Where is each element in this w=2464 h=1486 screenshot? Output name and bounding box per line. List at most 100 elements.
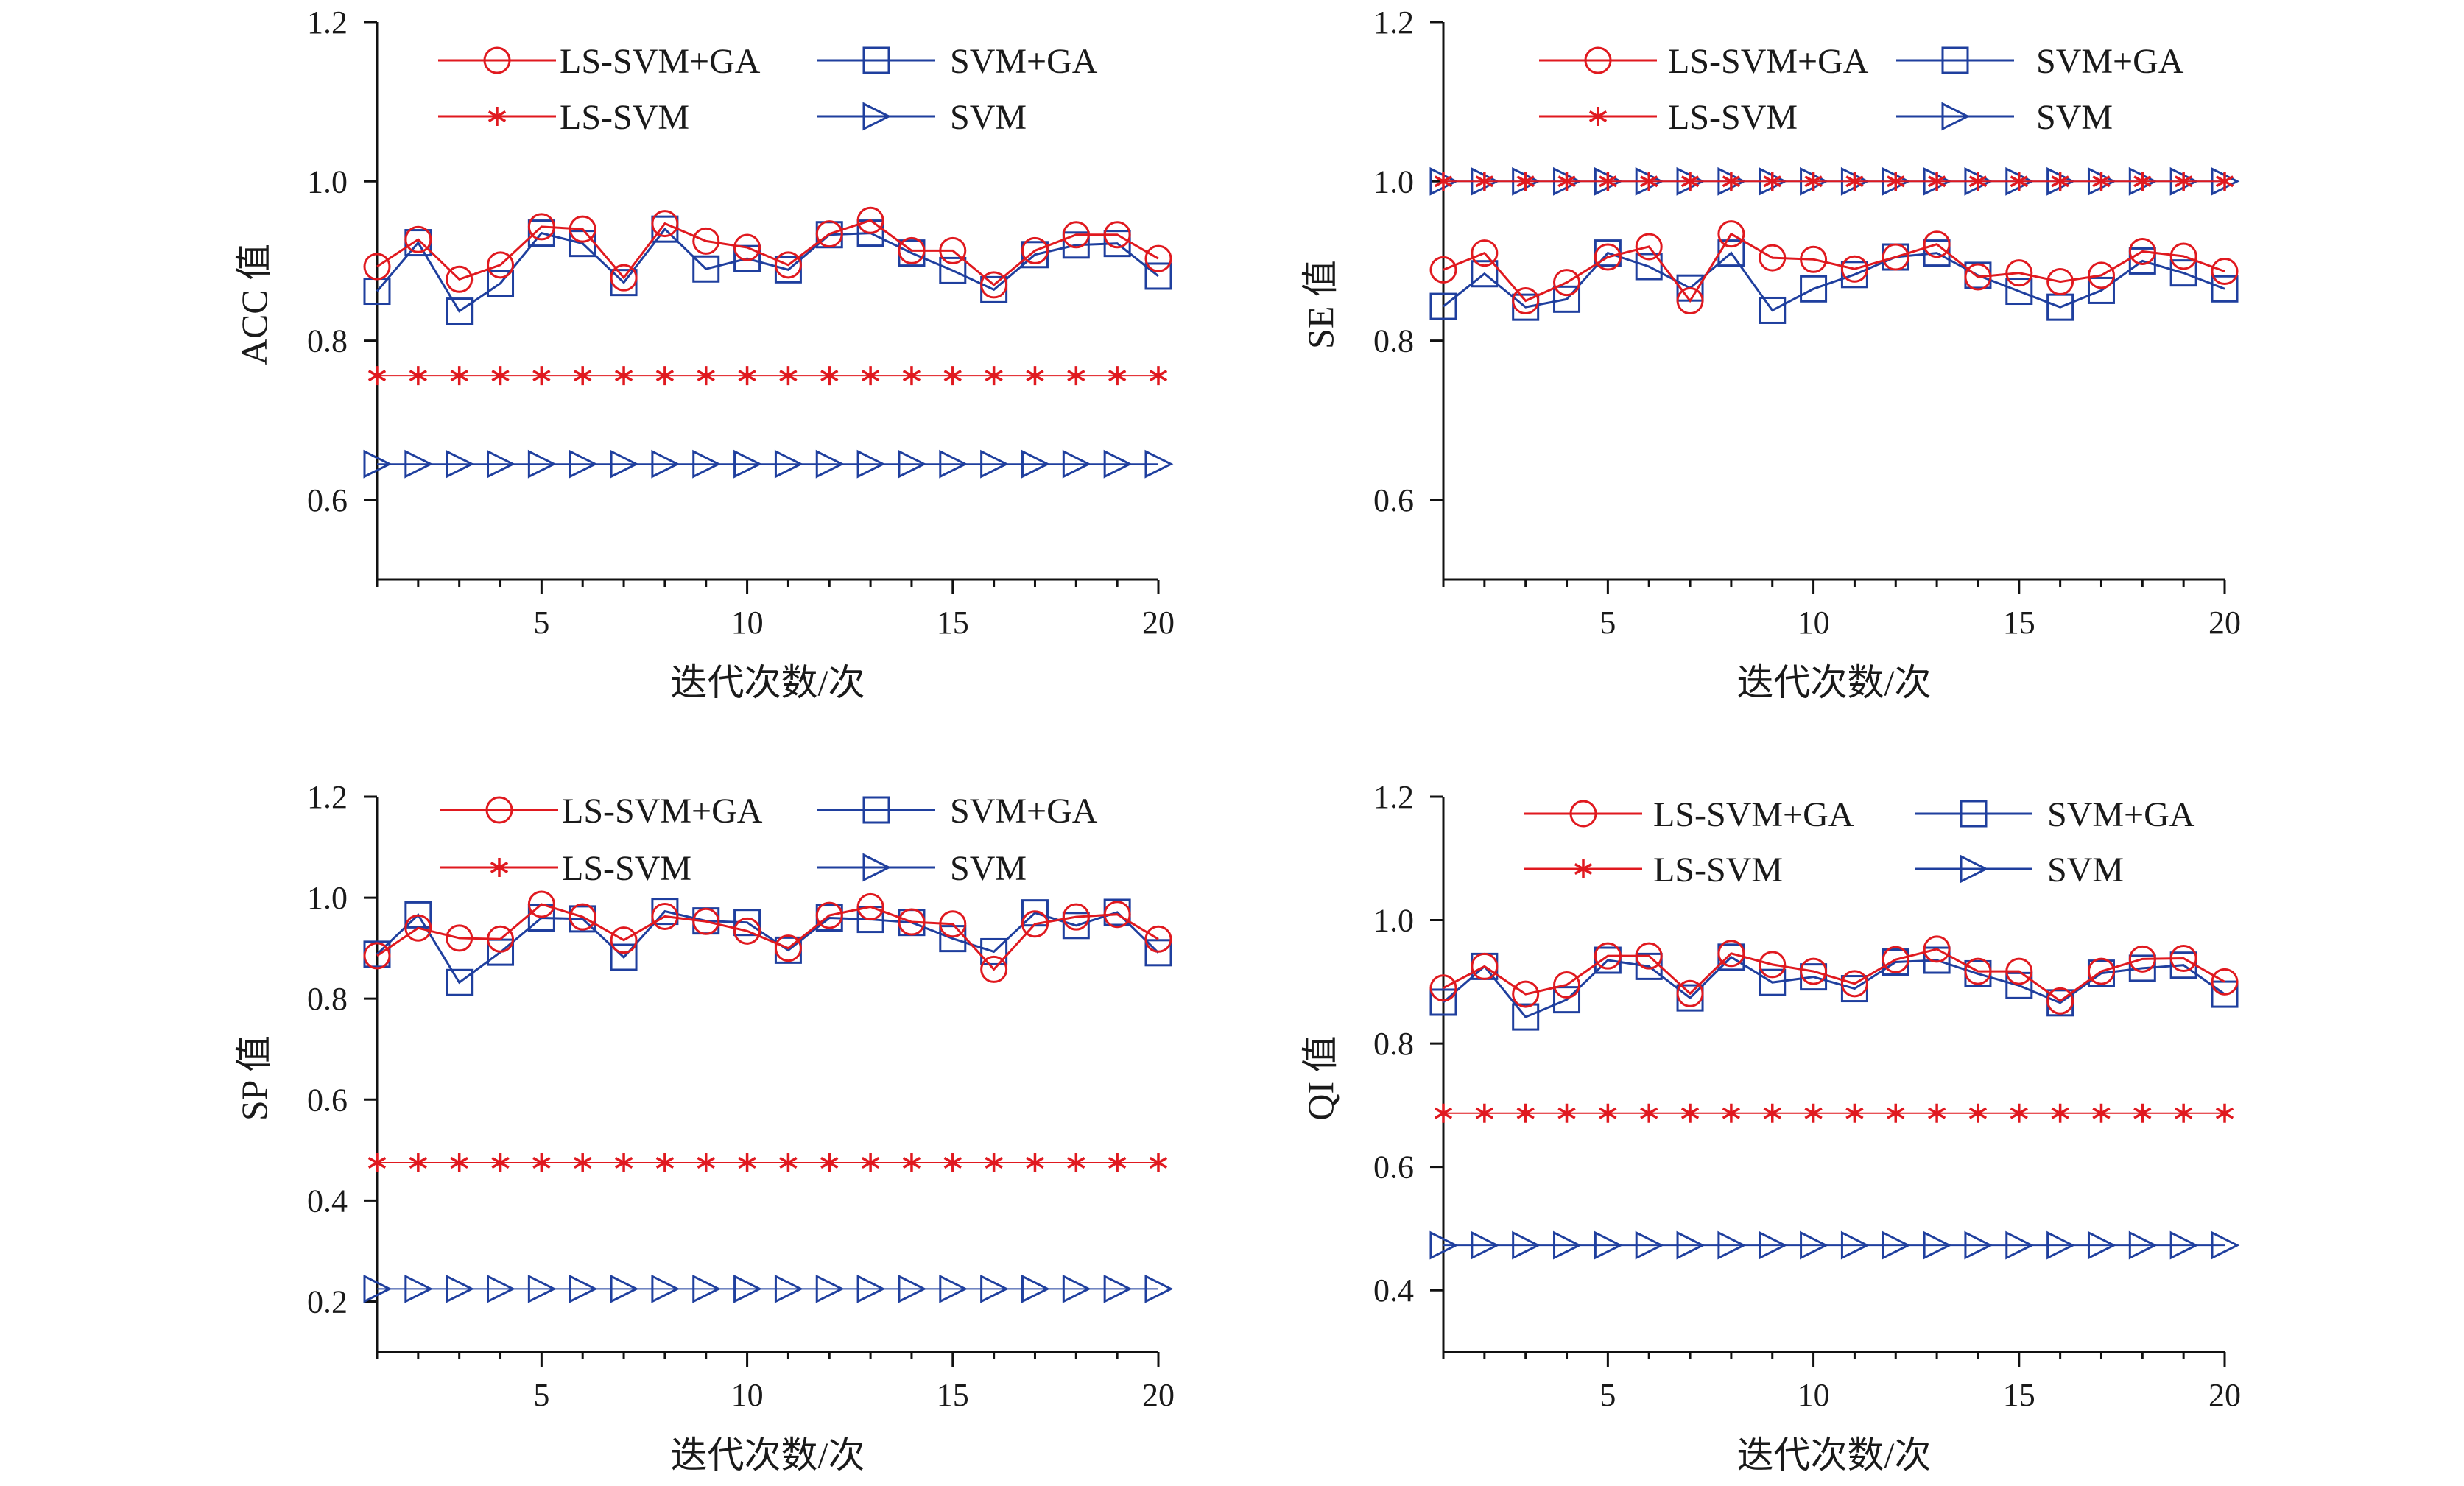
data-point <box>738 1152 756 1172</box>
data-point <box>2087 957 2115 985</box>
data-point <box>450 366 468 386</box>
data-point <box>1635 253 1663 281</box>
y-axis-title: ACC 值 <box>233 244 275 365</box>
data-point <box>939 236 967 264</box>
data-point <box>1800 963 1828 991</box>
x-tick-label: 10 <box>1798 605 1830 641</box>
data-point <box>1144 939 1172 967</box>
series-line <box>1443 955 2225 1018</box>
legend-marker <box>485 796 513 824</box>
legend-label: LS-SVM+GA <box>560 42 761 81</box>
data-point <box>446 265 474 293</box>
series-line <box>1443 251 2225 312</box>
data-point <box>2005 259 2033 287</box>
data-point <box>1471 952 1499 980</box>
data-point <box>2051 172 2069 191</box>
data-point <box>1887 1103 1905 1123</box>
data-point <box>1512 980 1540 1008</box>
data-point <box>487 925 515 953</box>
data-point <box>1026 1152 1044 1172</box>
data-point <box>1676 979 1704 1007</box>
x-tick-label: 10 <box>731 1377 764 1413</box>
data-point <box>614 1152 633 1172</box>
data-point <box>1553 971 1581 999</box>
data-point <box>2169 944 2197 972</box>
x-axis-title: 迭代次数/次 <box>671 1434 865 1476</box>
data-point <box>367 1152 387 1172</box>
data-point <box>1021 1274 1050 1303</box>
legend: LS-SVM+GA SVM+GA LS-SVM SVM <box>438 42 1098 137</box>
data-point <box>1804 172 1823 191</box>
data-point <box>2046 268 2074 296</box>
data-point <box>898 236 926 264</box>
data-point <box>2211 257 2239 285</box>
legend-marker <box>1960 854 1989 884</box>
data-point <box>815 1274 845 1303</box>
x-tick-label: 10 <box>731 605 764 641</box>
legend-label: SVM+GA <box>2047 795 2195 834</box>
data-point <box>1144 262 1172 290</box>
data-point <box>1553 986 1581 1014</box>
data-point <box>2051 1103 2069 1123</box>
data-point <box>2010 1103 2028 1123</box>
y-tick-label: 1.0 <box>1373 903 1414 939</box>
data-point <box>569 1274 598 1303</box>
data-point <box>774 934 802 962</box>
legend-item: LS-SVM+GA <box>438 42 761 81</box>
data-point <box>1640 1103 1658 1123</box>
data-point <box>2128 945 2156 973</box>
data-point <box>856 449 886 479</box>
data-point <box>1062 449 1091 479</box>
data-point <box>2211 968 2239 996</box>
data-point <box>980 955 1008 983</box>
data-point <box>1717 220 1745 248</box>
y-tick-label: 1.2 <box>1373 779 1414 815</box>
y-axis-title: QI 值 <box>1300 1035 1341 1120</box>
data-point <box>651 902 679 930</box>
data-point <box>1759 244 1787 272</box>
data-point <box>939 910 967 938</box>
data-point <box>610 943 638 971</box>
data-point <box>939 256 967 284</box>
x-tick-label: 5 <box>533 605 549 641</box>
series-svm-ga <box>363 898 1172 996</box>
data-point <box>651 210 679 238</box>
data-point <box>1557 172 1576 191</box>
legend-label: SVM <box>2047 851 2124 890</box>
data-point <box>1429 974 1457 1002</box>
chart-panel-2: 0.6 0.8 1.0 1.2 5 10 15 20 迭代次数/次 SE 值 LS-SVM+GA SV… <box>1300 4 2241 703</box>
legend-marker <box>1588 107 1608 126</box>
data-point <box>491 1152 510 1172</box>
data-point <box>1594 1230 1623 1260</box>
data-point <box>779 1152 798 1172</box>
data-point <box>2175 172 2193 191</box>
data-point <box>446 449 475 479</box>
legend-marker <box>862 796 890 824</box>
data-point <box>1763 172 1781 191</box>
legend-item: SVM+GA <box>1915 795 2195 834</box>
legend-item: LS-SVM+GA <box>440 792 763 831</box>
data-point <box>1108 366 1127 386</box>
legend-label: SVM+GA <box>2036 42 2184 81</box>
data-point <box>939 449 968 479</box>
data-point <box>2128 247 2156 275</box>
data-point <box>610 264 638 292</box>
data-point <box>527 213 555 241</box>
data-point <box>2128 954 2156 982</box>
data-point <box>779 366 798 386</box>
data-point <box>1429 256 1457 284</box>
legend-item: SVM+GA <box>817 792 1098 831</box>
series-svm-ga <box>1429 943 2239 1031</box>
data-point <box>2175 1103 2193 1123</box>
data-point <box>2046 1230 2075 1260</box>
data-point <box>1717 1230 1747 1260</box>
y-axis-title: SE 值 <box>1300 260 1341 349</box>
data-point <box>1676 287 1704 314</box>
data-point <box>532 366 551 386</box>
data-point <box>1108 1152 1127 1172</box>
data-point <box>367 366 387 386</box>
legend-item: SVM <box>1915 851 2124 890</box>
data-point <box>1434 1103 1453 1123</box>
data-point <box>774 251 802 279</box>
series-line <box>376 903 1159 971</box>
